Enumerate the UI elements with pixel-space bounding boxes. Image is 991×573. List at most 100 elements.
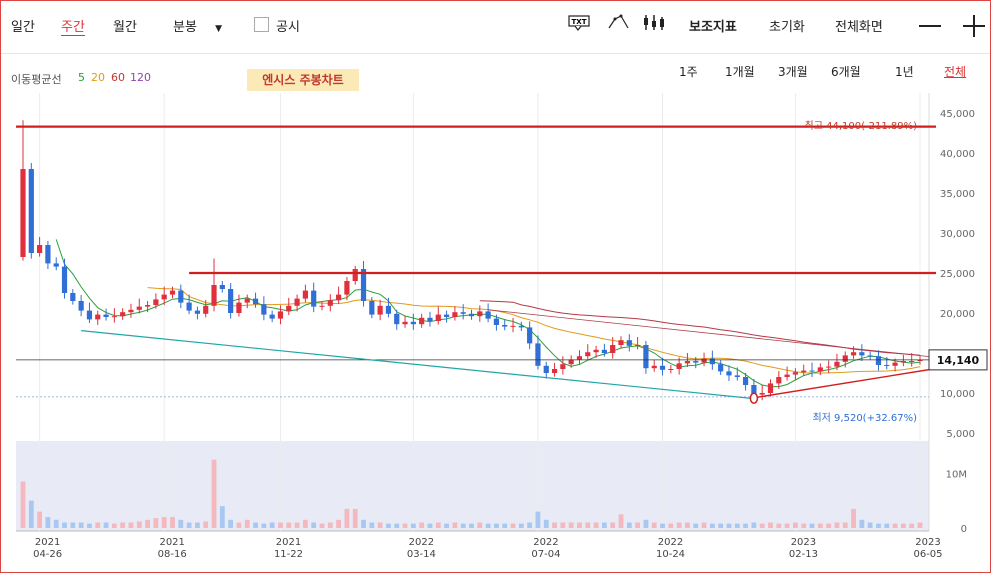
candle-body: [294, 298, 300, 306]
candle-body: [37, 245, 43, 253]
range-3m[interactable]: 3개월: [778, 65, 808, 79]
plus-icon[interactable]: [963, 15, 985, 37]
candle-body: [568, 359, 574, 365]
candle-body: [817, 367, 823, 372]
volume-bar: [95, 522, 101, 528]
candle-body: [103, 314, 109, 317]
x-tick-date: 11-22: [274, 549, 303, 560]
candle-body: [178, 290, 184, 303]
chart-annotation-title: 엔시스 주봉차트: [247, 69, 359, 91]
disclosure-label: 공시: [276, 20, 300, 35]
tab-monthly[interactable]: 월간: [113, 20, 137, 35]
candle-body: [360, 269, 367, 301]
volume-bar: [552, 522, 557, 528]
volume-bar: [344, 508, 350, 528]
range-1m[interactable]: 1개월: [725, 65, 755, 79]
candle-body: [792, 372, 799, 375]
volume-bar: [269, 522, 275, 528]
volume-bar: [909, 523, 915, 528]
candle-body: [269, 314, 275, 319]
candle-body: [867, 355, 873, 357]
volume-bar: [601, 522, 607, 528]
txt-icon[interactable]: TXT: [567, 13, 593, 31]
candle-body: [236, 302, 242, 313]
volume-bar: [718, 523, 724, 528]
volume-bar: [776, 523, 782, 528]
ma-legend-60: 60: [111, 71, 125, 84]
indicator-button[interactable]: 보조지표: [689, 20, 737, 35]
drawing-icon[interactable]: [607, 13, 631, 31]
reset-button[interactable]: 초기화: [769, 20, 805, 35]
candle-body: [693, 361, 699, 363]
volume-bar: [585, 522, 591, 528]
candle-body: [244, 298, 250, 303]
volume-bar: [28, 500, 34, 528]
volume-bar: [444, 523, 449, 528]
fullscreen-button[interactable]: 전체화면: [835, 20, 883, 35]
y-tick-label: 5,000: [946, 429, 975, 440]
minus-icon[interactable]: [919, 25, 941, 27]
candle-body: [311, 290, 317, 307]
last-price-badge: [928, 349, 988, 371]
candle-body: [742, 377, 749, 385]
candle-body: [385, 305, 392, 314]
candle-settings-icon[interactable]: [642, 13, 668, 31]
candle-body: [593, 349, 599, 353]
range-6m[interactable]: 6개월: [831, 65, 861, 79]
range-1y[interactable]: 1년: [895, 65, 914, 79]
candle-body: [493, 318, 500, 325]
candle-body: [252, 298, 259, 305]
x-tick-year: 2023: [791, 537, 816, 548]
tab-weekly[interactable]: 주간: [61, 16, 85, 36]
minute-dropdown[interactable]: 분봉 ▼: [173, 16, 222, 35]
high-label: 최고 44,100(-211.89%): [805, 120, 918, 132]
volume-bar: [294, 522, 300, 528]
volume-bar: [219, 506, 225, 528]
candle-body: [410, 321, 416, 325]
candle-body: [909, 361, 915, 362]
y-tick-label: 20,000: [940, 309, 975, 320]
volume-bar: [244, 519, 250, 528]
volume-bar: [211, 459, 217, 528]
candle-body: [286, 305, 292, 312]
y-tick-label: 25,000: [940, 269, 975, 280]
volume-bar: [136, 521, 142, 528]
disclosure-checkbox[interactable]: [254, 17, 269, 32]
candle-body: [718, 364, 724, 372]
y-tick-label: 30,000: [940, 229, 975, 240]
ma20-line: [147, 287, 921, 374]
candle-body: [543, 365, 549, 373]
y-tick-label: 45,000: [940, 109, 975, 120]
candle-body: [277, 311, 284, 319]
candle-body: [884, 365, 890, 366]
candle-body: [377, 305, 383, 315]
volume-bar: [452, 522, 458, 528]
svg-text:TXT: TXT: [572, 18, 587, 26]
tab-daily[interactable]: 일간: [11, 20, 35, 35]
candle-body: [443, 314, 450, 317]
volume-bar: [261, 523, 267, 528]
volume-bar: [809, 523, 815, 528]
volume-bar: [709, 523, 715, 528]
range-1w[interactable]: 1주: [679, 65, 698, 79]
range-all[interactable]: 전체: [944, 65, 967, 79]
volume-bar: [145, 519, 150, 528]
candle-body: [70, 293, 76, 301]
volume-bar: [352, 508, 358, 528]
volume-bar: [419, 522, 425, 528]
candle-body: [759, 393, 765, 395]
candle-body: [319, 305, 325, 307]
candle-body: [28, 169, 34, 253]
volume-bar: [170, 517, 175, 528]
volume-bar: [660, 523, 665, 528]
candle-body: [684, 361, 691, 364]
volume-bar: [743, 523, 748, 528]
volume-bar: [120, 522, 126, 528]
volume-bar: [203, 521, 209, 528]
candle-body: [452, 312, 458, 317]
volume-bar: [494, 523, 499, 528]
volume-bar: [618, 514, 624, 528]
volume-bar: [535, 511, 541, 528]
volume-bar: [103, 522, 109, 528]
low-label: 최저 9,520(+32.67%): [812, 412, 917, 424]
